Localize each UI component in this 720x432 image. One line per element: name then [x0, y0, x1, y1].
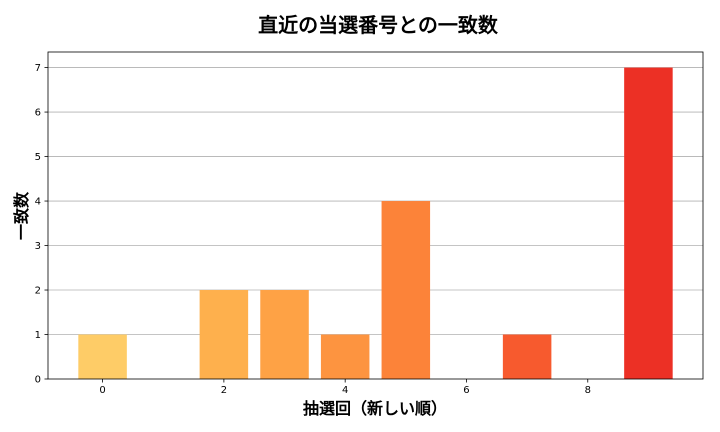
x-tick-label: 4: [342, 385, 348, 396]
y-tick-label: 2: [35, 286, 41, 297]
y-tick-label: 3: [35, 241, 41, 252]
y-axis-label: 一致数: [12, 191, 31, 240]
bar: [78, 334, 127, 379]
bar: [502, 334, 552, 379]
plot-frame: [47, 51, 704, 380]
x-tick-label: 6: [463, 385, 469, 396]
y-tick-label: 0: [35, 375, 41, 386]
y-tick-label: 6: [35, 108, 41, 119]
x-tick-label: 2: [221, 385, 227, 396]
y-tick-label: 4: [35, 197, 41, 208]
chart-title: 直近の当選番号との一致数: [258, 13, 499, 37]
y-tick-label: 5: [35, 152, 41, 163]
y-gridlines: [48, 67, 703, 335]
bars: [78, 67, 673, 380]
x-tick-label: 0: [99, 385, 105, 396]
bar: [381, 201, 431, 379]
bar: [199, 290, 249, 379]
x-axis-label: 抽選回（新しい順）: [303, 399, 447, 418]
bar: [260, 290, 309, 379]
y-tick-label: 7: [35, 63, 41, 74]
y-axis-ticks: 0 1 2 3 4 5 6 7: [35, 63, 48, 386]
x-tick-label: 8: [585, 385, 591, 396]
bar: [624, 67, 673, 380]
x-axis-ticks: 0 2 4 6 8: [99, 379, 591, 396]
bar: [320, 334, 370, 379]
y-tick-label: 1: [35, 330, 41, 341]
